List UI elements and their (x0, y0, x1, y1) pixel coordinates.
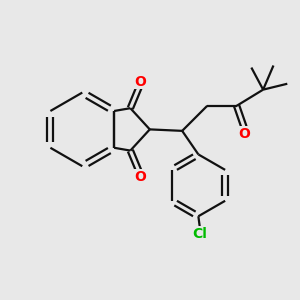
Text: Cl: Cl (192, 227, 207, 241)
Text: O: O (238, 127, 250, 140)
Text: O: O (135, 170, 147, 184)
Text: O: O (135, 75, 147, 89)
